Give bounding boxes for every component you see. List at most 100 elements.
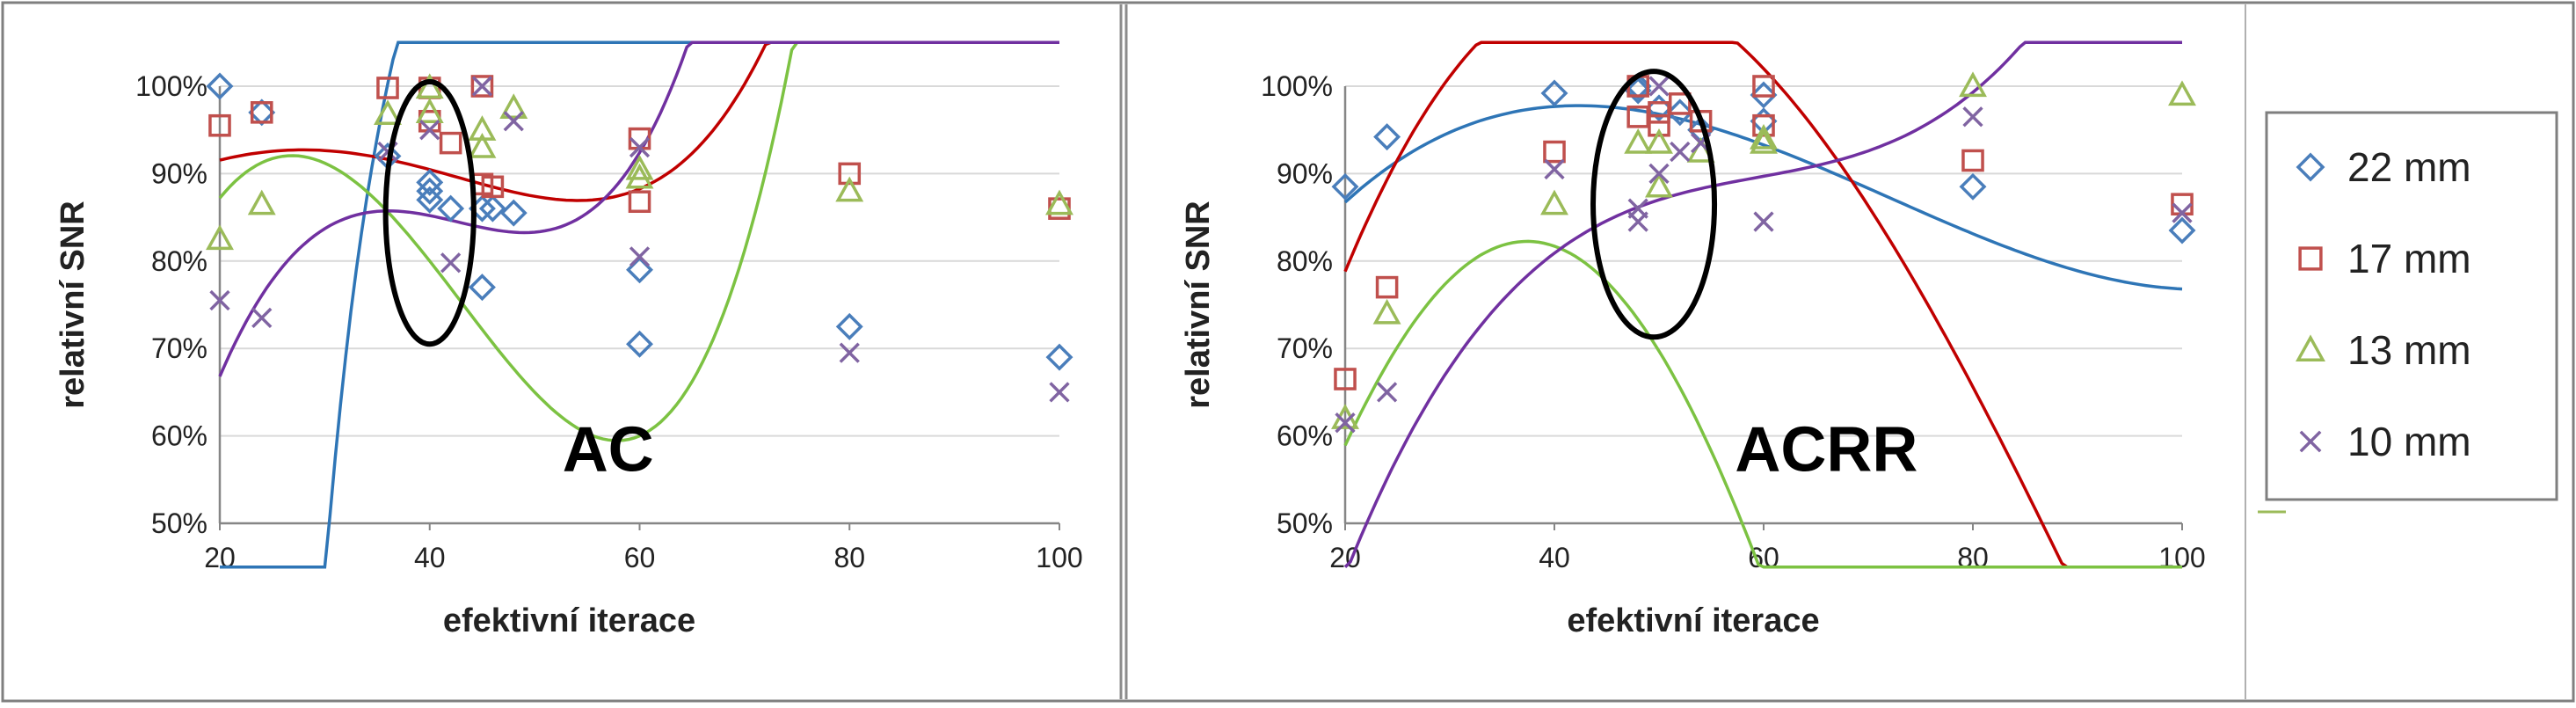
y-tick-label: 90% bbox=[1277, 157, 1333, 189]
data-point bbox=[206, 72, 234, 100]
y-tick-label: 50% bbox=[1277, 507, 1333, 539]
data-point bbox=[1962, 106, 1983, 128]
trendline-17-mm bbox=[1343, 40, 2182, 569]
data-point bbox=[499, 199, 528, 227]
panel-label: ACRR bbox=[1735, 414, 1917, 485]
data-point bbox=[626, 330, 653, 358]
data-point bbox=[1666, 99, 1694, 127]
data-point bbox=[481, 175, 505, 199]
data-point bbox=[2168, 216, 2196, 245]
y-tick-label: 60% bbox=[151, 420, 207, 452]
legend-entry: 10 mm bbox=[2347, 419, 2471, 464]
data-point bbox=[1750, 128, 1778, 154]
data-point bbox=[1670, 141, 1691, 163]
data-point bbox=[1335, 412, 1356, 434]
data-point bbox=[1627, 211, 1648, 232]
chart-panel-ac: 50% 60% 70% 80% 90% 100% 20 40 60 80 100 efektivní … bbox=[55, 40, 1083, 639]
data-point bbox=[629, 246, 651, 267]
data-point bbox=[206, 224, 234, 251]
data-point bbox=[1372, 298, 1401, 325]
data-point bbox=[2172, 202, 2193, 223]
data-point bbox=[1648, 113, 1670, 137]
data-point bbox=[1959, 71, 1987, 98]
data-point bbox=[471, 76, 493, 97]
data-point bbox=[439, 131, 462, 155]
legend-marker bbox=[2299, 430, 2322, 453]
data-point bbox=[416, 168, 444, 196]
x-tick-label: 20 bbox=[204, 542, 236, 573]
highlight-ellipse bbox=[1590, 69, 1718, 340]
data-point bbox=[1331, 172, 1359, 201]
data-point bbox=[1373, 123, 1401, 151]
data-point bbox=[1376, 382, 1398, 403]
data-point bbox=[1750, 124, 1778, 150]
y-tick-label: 70% bbox=[1277, 332, 1333, 364]
data-point bbox=[416, 186, 444, 214]
data-point bbox=[247, 189, 276, 215]
data-point bbox=[376, 77, 399, 99]
y-tick-label: 60% bbox=[1277, 420, 1333, 452]
data-point bbox=[835, 312, 863, 340]
data-point bbox=[1752, 113, 1775, 137]
y-tick-label: 80% bbox=[1277, 245, 1333, 277]
data-point bbox=[629, 136, 651, 158]
data-point bbox=[478, 194, 506, 223]
data-point bbox=[415, 98, 444, 123]
data-point bbox=[1959, 172, 1987, 201]
y-tick-label: 100% bbox=[1261, 70, 1333, 102]
legend: 22 mm 17 mm 13 mm 10 mm bbox=[2258, 111, 2558, 514]
x-axis-title: efektivní iterace bbox=[1567, 602, 1819, 639]
x-tick-label: 80 bbox=[1957, 542, 1989, 573]
data-point bbox=[1645, 128, 1673, 154]
legend-marker bbox=[2296, 334, 2325, 361]
data-point bbox=[1540, 79, 1568, 107]
panel-label: AC bbox=[563, 414, 654, 485]
x-tick-label: 100 bbox=[1036, 542, 1082, 573]
data-point bbox=[1752, 75, 1775, 98]
data-point bbox=[1544, 158, 1565, 180]
data-point bbox=[250, 101, 273, 124]
data-point bbox=[625, 154, 654, 180]
x-tick-label: 40 bbox=[1539, 542, 1570, 573]
data-point bbox=[468, 132, 497, 158]
data-point bbox=[1648, 163, 1670, 185]
data-point bbox=[1540, 189, 1568, 215]
highlight-ellipse bbox=[382, 79, 477, 347]
data-point bbox=[838, 162, 862, 186]
data-point bbox=[835, 176, 864, 202]
y-tick-label: 100% bbox=[135, 70, 207, 102]
data-point bbox=[374, 99, 402, 125]
legend-entry: 22 mm bbox=[2347, 144, 2471, 190]
x-tick-label: 80 bbox=[833, 542, 865, 573]
data-point bbox=[839, 342, 860, 363]
data-point bbox=[440, 252, 462, 274]
data-point bbox=[625, 163, 654, 189]
data-point bbox=[437, 194, 465, 223]
x-axis-title: efektivní iterace bbox=[443, 602, 695, 639]
data-point bbox=[2168, 80, 2196, 106]
trendline-13-mm bbox=[1343, 239, 2182, 569]
data-point bbox=[251, 307, 273, 329]
y-tick-label: 70% bbox=[151, 332, 207, 364]
data-point bbox=[1669, 92, 1692, 115]
y-tick-label: 50% bbox=[151, 507, 207, 539]
x-tick-label: 40 bbox=[414, 542, 446, 573]
data-point bbox=[499, 93, 528, 119]
data-point bbox=[1045, 343, 1073, 371]
data-point bbox=[208, 113, 231, 137]
legend-marker bbox=[2296, 152, 2325, 182]
legend-entry: 13 mm bbox=[2347, 327, 2471, 373]
data-point bbox=[1045, 189, 1073, 215]
data-point bbox=[1961, 149, 1984, 172]
y-tick-label: 80% bbox=[151, 245, 207, 277]
y-tick-label: 90% bbox=[151, 157, 207, 189]
data-point bbox=[209, 289, 230, 311]
data-point bbox=[415, 73, 444, 99]
x-tick-label: 100 bbox=[2158, 542, 2205, 573]
y-axis-title: relativní SNR bbox=[1180, 201, 1217, 409]
trendline-10-mm bbox=[1343, 40, 2182, 568]
data-point bbox=[1753, 211, 1774, 232]
data-point bbox=[628, 190, 651, 214]
